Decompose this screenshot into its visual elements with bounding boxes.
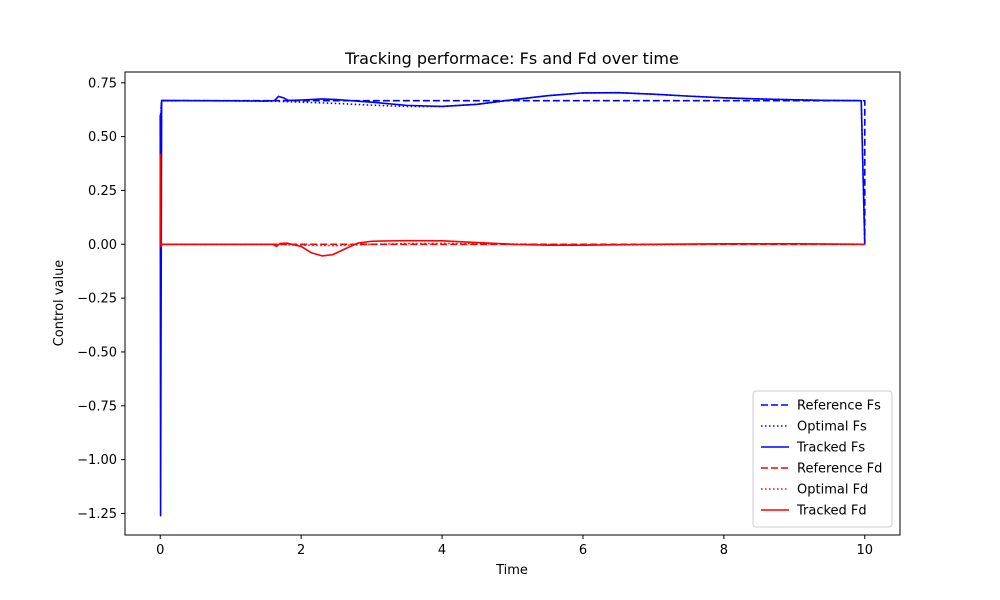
- x-tick-label: 0: [156, 543, 164, 558]
- legend-label: Reference Fs: [797, 399, 881, 414]
- plot-area: [159, 91, 866, 517]
- x-axis-label: Time: [495, 563, 528, 578]
- y-tick-label: −0.50: [77, 345, 117, 360]
- y-tick-label: −1.00: [77, 453, 117, 468]
- chart-title: Tracking performace: Fs and Fd over time: [344, 49, 679, 68]
- legend-label: Optimal Fd: [797, 483, 868, 498]
- y-tick-label: 0.75: [88, 76, 117, 91]
- legend-label: Tracked Fd: [796, 504, 867, 519]
- x-tick-label: 2: [297, 543, 305, 558]
- x-tick-label: 6: [579, 543, 587, 558]
- legend-label: Reference Fd: [797, 462, 882, 477]
- legend-box: [752, 390, 893, 528]
- x-axis: 0 2 4 6 8 10: [156, 535, 873, 558]
- y-tick-label: 0.25: [88, 184, 117, 199]
- y-tick-label: −0.75: [77, 399, 117, 414]
- x-tick-label: 10: [856, 543, 873, 558]
- y-tick-label: −0.25: [77, 292, 117, 307]
- series-line-optimal-fd: [160, 242, 865, 247]
- y-axis: 0.75 0.50 0.25 0.00 −0.25 −0.50 −0.75 −1.00 −1.2…: [77, 76, 125, 522]
- plot-frame: [124, 71, 901, 536]
- series-line-reference-fs: [159, 99, 866, 245]
- y-axis-label: Control value: [52, 260, 67, 347]
- x-tick-label: 4: [438, 543, 446, 558]
- legend: Reference Fs Optimal Fs Tracked Fs Referenc…: [752, 390, 893, 528]
- series-line-tracked-fs: [159, 91, 866, 517]
- x-tick-label: 8: [720, 543, 728, 558]
- series-line-tracked-fd: [159, 153, 865, 257]
- legend-label: Optimal Fs: [797, 420, 867, 435]
- legend-label: Tracked Fs: [796, 441, 865, 456]
- y-tick-label: 0.50: [88, 130, 117, 145]
- y-tick-label: 0.00: [88, 238, 117, 253]
- y-tick-label: −1.25: [77, 507, 117, 522]
